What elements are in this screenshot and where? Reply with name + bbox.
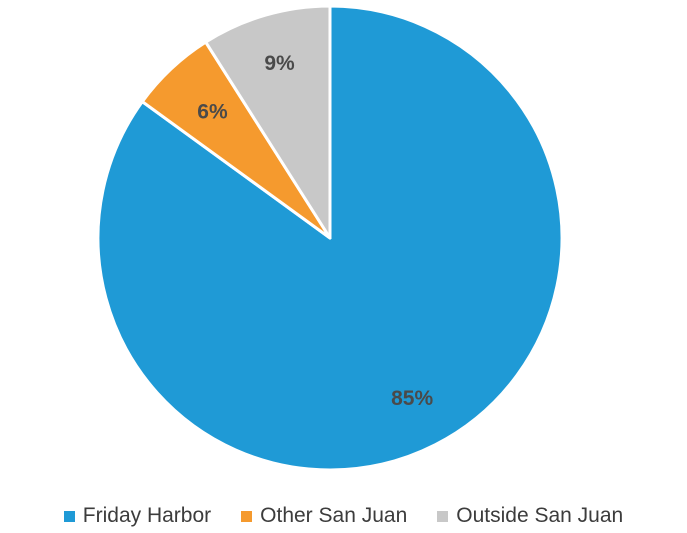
legend: Friday Harbor Other San Juan Outside San… (0, 502, 687, 530)
legend-swatch-other-san-juan (241, 510, 253, 522)
pie-labels: 85% 6% 9% (197, 52, 433, 410)
legend-swatch-friday-harbor (63, 510, 75, 522)
legend-item-friday-harbor: Friday Harbor (63, 504, 212, 528)
legend-item-outside-san-juan: Outside San Juan (437, 504, 623, 528)
pie-chart-plot: 85% 6% 9% (96, 4, 564, 472)
legend-item-other-san-juan: Other San Juan (241, 504, 407, 528)
pie-slices (96, 4, 564, 472)
data-label-friday-harbor: 85% (391, 387, 433, 410)
legend-label-outside-san-juan: Outside San Juan (456, 504, 624, 527)
data-label-other-san-juan: 6% (197, 100, 228, 123)
legend-label-other-san-juan: Other San Juan (260, 504, 408, 527)
legend-swatch-outside-san-juan (437, 510, 449, 522)
data-label-outside-san-juan: 9% (264, 52, 295, 75)
legend-label-friday-harbor: Friday Harbor (82, 504, 212, 527)
pie-slice-outside-san-juan (204, 4, 332, 240)
